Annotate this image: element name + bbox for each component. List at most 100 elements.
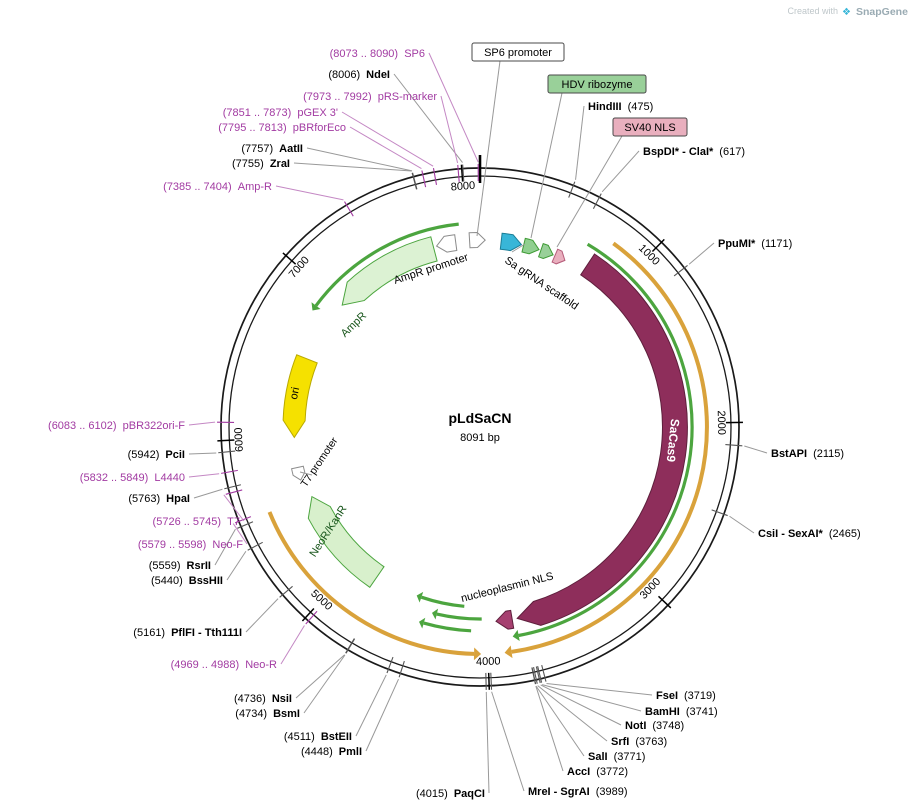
site-tick [490,672,493,690]
leader-line [541,684,642,712]
leader-line [280,625,305,665]
site-tick [711,509,728,517]
site-label-pbrforeco[interactable]: (7795 .. 7813) pBRforEco [218,122,346,134]
site-tick [673,265,688,277]
site-label-ppumi[interactable]: PpuMI* (1171) [718,238,792,250]
site-pbrforeco [421,170,427,188]
leader-line [537,685,608,742]
site-pcii [218,450,236,454]
leader-line [365,678,399,752]
feature-arc-orange-arc-left[interactable] [267,511,475,656]
site-label-bsmi[interactable]: (4734) BsmI [235,708,300,720]
site-label-sp6[interactable]: (8073 .. 8090) SP6 [330,48,425,60]
site-tick [457,164,460,182]
callout-sv40-nls[interactable]: SV40 NLS [556,117,688,248]
position-label-2000: 2000 [715,410,727,435]
site-tick [386,656,394,674]
site-label-neo-r[interactable]: (4969 .. 4988) Neo-R [171,659,277,671]
leader-line [188,421,216,426]
feature-arc-green-arrow-bottom-2[interactable] [436,612,482,621]
leader-line [232,523,248,545]
feature-hdv-ribozyme-arrow[interactable] [537,242,554,260]
site-label-zrai[interactable]: (7755) ZraI [232,158,290,170]
callout-sp6-promoter[interactable]: SP6 promoter [471,42,565,237]
site-label-pcii[interactable]: (5942) PciI [128,449,185,461]
site-label-bsshii[interactable]: (5440) BssHII [151,575,223,587]
position-label-8000: 8000 [450,180,475,194]
site-label-bamhi[interactable]: BamHI (3741) [645,706,718,718]
site-tick [462,164,465,182]
feature-t7-promoter-arrow[interactable] [291,465,306,481]
site-label-paqci[interactable]: (4015) PaqCI [416,788,485,800]
site-label-pflfi-tth111i[interactable]: (5161) PflFI - Tth111I [133,627,242,639]
site-tick [411,172,418,190]
site-label-nsii[interactable]: (4736) NsiI [234,693,292,705]
feature-arc-orange-arc-right[interactable] [511,241,709,654]
site-label-bspdi-clai[interactable]: BspDI* - ClaI* (617) [643,146,745,158]
site-label-hindiii[interactable]: HindIII (475) [588,101,653,113]
site-pgex-3 [432,168,438,185]
feature-ori[interactable] [282,354,318,439]
feature-ampr-promoter-arrow[interactable] [435,234,458,253]
site-tick [218,450,236,454]
leader-line [729,515,755,534]
site-label-amp-r[interactable]: (7385 .. 7404) Amp-R [163,181,272,193]
site-label-bsteii[interactable]: (4511) BstEII [284,731,352,743]
site-label-noti[interactable]: NotI (3748) [625,720,684,732]
leader-line [193,488,223,499]
site-label-acci[interactable]: AccI (3772) [567,766,628,778]
leader-line [601,150,640,193]
site-label-hpai[interactable]: (5763) HpaI [128,493,190,505]
feature-sa-grna-scaffold-arrow[interactable] [521,237,540,255]
leader-line [303,654,346,714]
site-label-pmli[interactable]: (4448) PmlI [301,746,362,758]
site-label-pbr322ori-f[interactable]: (6083 .. 6102) pBR322ori-F [48,420,185,432]
site-label-t7[interactable]: (5726 .. 5745) T7 [153,516,240,528]
site-amp-r [344,201,354,217]
feature-sp6-promoter-arrow[interactable] [468,231,486,249]
leader-line [540,684,622,726]
site-label-prs-marker[interactable]: (7973 .. 7992) pRS-marker [303,91,437,103]
site-tick [421,170,427,188]
feature-arc-green-arrow-bottom-3[interactable] [420,595,465,608]
site-tick [345,638,356,654]
site-label-ndei[interactable]: (8006) NdeI [328,69,390,81]
site-label-rsrii[interactable]: (5559) RsrII [149,560,211,572]
leader-line [440,95,459,164]
site-label-l4440[interactable]: (5832 .. 5849) L4440 [80,472,185,484]
feature-label-ori: ori [288,386,302,400]
site-label-pgex-3[interactable]: (7851 .. 7873) pGEX 3' [223,107,338,119]
feature-arc-green-arrow-bottom-1[interactable] [423,621,472,633]
site-label-srfi[interactable]: SrfI (3763) [611,736,667,748]
site-label-fsei[interactable]: FseI (3719) [656,690,716,702]
feature-cyan-promoter-arrow[interactable] [499,232,523,252]
plasmid-size: 8091 bp [460,432,500,444]
site-label-aatii[interactable]: (7757) AatII [241,143,303,155]
site-label-bstapi[interactable]: BstAPI (2115) [771,448,844,460]
feature-label-sacas9: SaCas9 [664,418,682,463]
feature-neor-kanr[interactable] [307,495,385,588]
feature-arc-head-green-arrow-bottom-3 [416,591,424,603]
site-label-mrei-sgrai[interactable]: MreI - SgrAI (3989) [528,786,628,798]
feature-arc-green-arc-upper-left[interactable] [314,222,459,307]
feature-ampr[interactable] [341,236,438,306]
callout-leader [556,135,623,248]
site-rsrii [237,521,254,529]
site-tick [225,489,243,495]
site-label-csii-sexai[interactable]: CsiI - SexAI* (2465) [758,528,861,540]
site-tick [279,585,293,598]
feature-arc-green-arc-right[interactable] [518,242,694,638]
site-noti [535,666,541,684]
feature-sv40-nls-block[interactable] [551,248,566,265]
site-label-sali[interactable]: SalI (3771) [588,751,645,763]
site-tick [568,181,576,198]
layer-arcs [267,222,709,661]
callout-hdv-ribozyme[interactable]: HDV ribozyme [530,74,647,239]
site-fsei [541,664,547,682]
site-tick [592,193,602,209]
feature-nucleoplasmin-nls-arrow[interactable] [495,609,515,630]
site-tick [247,541,263,551]
site-label-neo-f[interactable]: (5579 .. 5598) Neo-F [138,539,243,551]
feature-sacas9[interactable] [516,253,688,626]
site-tick [535,666,541,684]
